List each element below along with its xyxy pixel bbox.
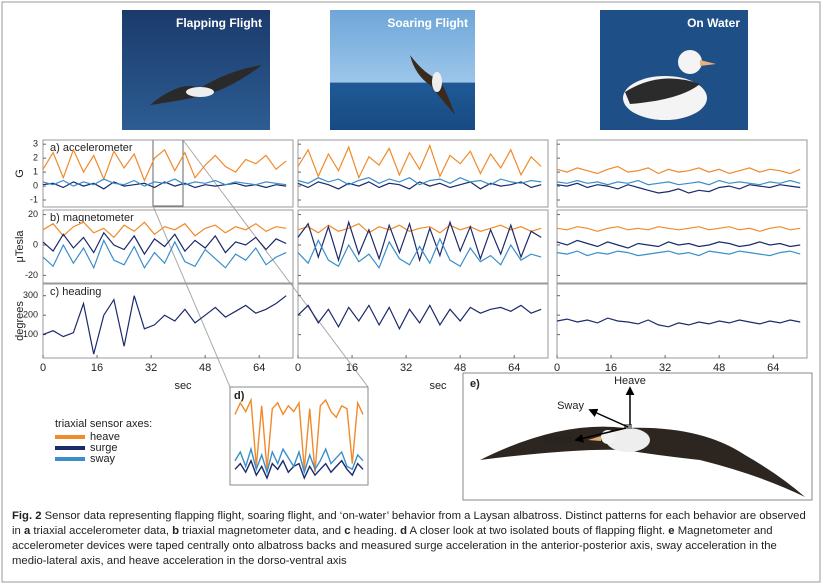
trace <box>557 227 800 232</box>
arrow-label: Surge <box>543 434 572 446</box>
x-tick-label: 0 <box>40 362 46 374</box>
y-tick-label: 0 <box>33 180 38 190</box>
x-tick-label: 64 <box>767 362 779 374</box>
x-tick-label: 16 <box>91 362 103 374</box>
arrow-label: Sway <box>557 400 584 412</box>
x-tick-label: 48 <box>713 362 725 374</box>
y-tick-label: 0 <box>33 239 38 249</box>
trace <box>298 224 541 233</box>
trace <box>43 240 286 267</box>
y-tick-label: 300 <box>23 290 38 300</box>
x-tick-label: 0 <box>295 362 301 374</box>
x-tick-label: 32 <box>145 362 157 374</box>
arrow-label: Heave <box>614 375 646 387</box>
caption-text: triaxial magnetometer data, and <box>179 525 344 537</box>
panel-label: c) heading <box>50 286 101 298</box>
caption-text: b <box>172 525 179 537</box>
legend-title: triaxial sensor axes: <box>55 418 152 430</box>
y-axis-label: G <box>14 169 26 178</box>
trace <box>298 178 541 185</box>
y-tick-label: 1 <box>33 166 38 176</box>
photo-label: Soaring Flight <box>387 16 468 30</box>
y-tick-label: 100 <box>23 329 38 339</box>
trace <box>43 233 286 254</box>
y-tick-label: 2 <box>33 153 38 163</box>
photo-label: On Water <box>687 16 740 30</box>
x-tick-label: 48 <box>454 362 466 374</box>
y-axis-label: μTesla <box>14 230 26 263</box>
y-tick-label: -20 <box>25 270 38 280</box>
caption-text: d <box>400 525 407 537</box>
trace <box>557 167 800 174</box>
caption-text: Fig. 2 <box>12 510 42 522</box>
y-tick-label: 20 <box>28 209 38 219</box>
y-tick-label: 200 <box>23 310 38 320</box>
x-axis-label: sec <box>174 380 192 392</box>
plot-frame <box>557 140 807 207</box>
x-axis-label: sec <box>429 380 447 392</box>
trace <box>298 182 541 189</box>
x-tick-label: 16 <box>346 362 358 374</box>
x-tick-label: 64 <box>253 362 265 374</box>
trace <box>298 305 541 328</box>
x-tick-label: 48 <box>199 362 211 374</box>
photo-soaring: Soaring Flight <box>330 10 475 130</box>
caption-text: A closer look at two isolated bouts of f… <box>407 525 668 537</box>
x-tick-label: 0 <box>554 362 560 374</box>
figure: Flapping Flight Soaring Flight On Water … <box>0 0 823 585</box>
panel-label: e) <box>470 378 480 390</box>
trace <box>557 251 800 256</box>
panel-label: a) accelerometer <box>50 142 133 154</box>
caption: Fig. 2 Sensor data representing flapping… <box>12 509 812 569</box>
figure-graphics: Flapping Flight Soaring Flight On Water … <box>0 0 823 585</box>
panel-label: b) magnetometer <box>50 212 134 224</box>
photo-water: On Water <box>600 10 748 130</box>
photo-label: Flapping Flight <box>176 16 262 30</box>
trace <box>43 150 286 181</box>
y-tick-label: 3 <box>33 139 38 149</box>
x-tick-label: 64 <box>508 362 520 374</box>
albatross-drawing <box>480 388 805 497</box>
caption-text: heading. <box>351 525 401 537</box>
x-tick-label: 16 <box>605 362 617 374</box>
x-tick-label: 32 <box>400 362 412 374</box>
trace <box>43 296 286 354</box>
trace <box>298 146 541 178</box>
y-tick-label: -1 <box>30 194 38 204</box>
panel-label: d) <box>234 390 245 402</box>
trace <box>557 318 800 327</box>
zoom-indicator <box>153 140 368 485</box>
trace <box>557 240 800 248</box>
trace <box>557 181 800 185</box>
legend-label: sway <box>90 453 116 465</box>
caption-text: triaxial accelerometer data, <box>30 525 172 537</box>
photo-flapping: Flapping Flight <box>122 10 270 130</box>
plot-frame <box>557 210 807 283</box>
x-tick-label: 32 <box>659 362 671 374</box>
